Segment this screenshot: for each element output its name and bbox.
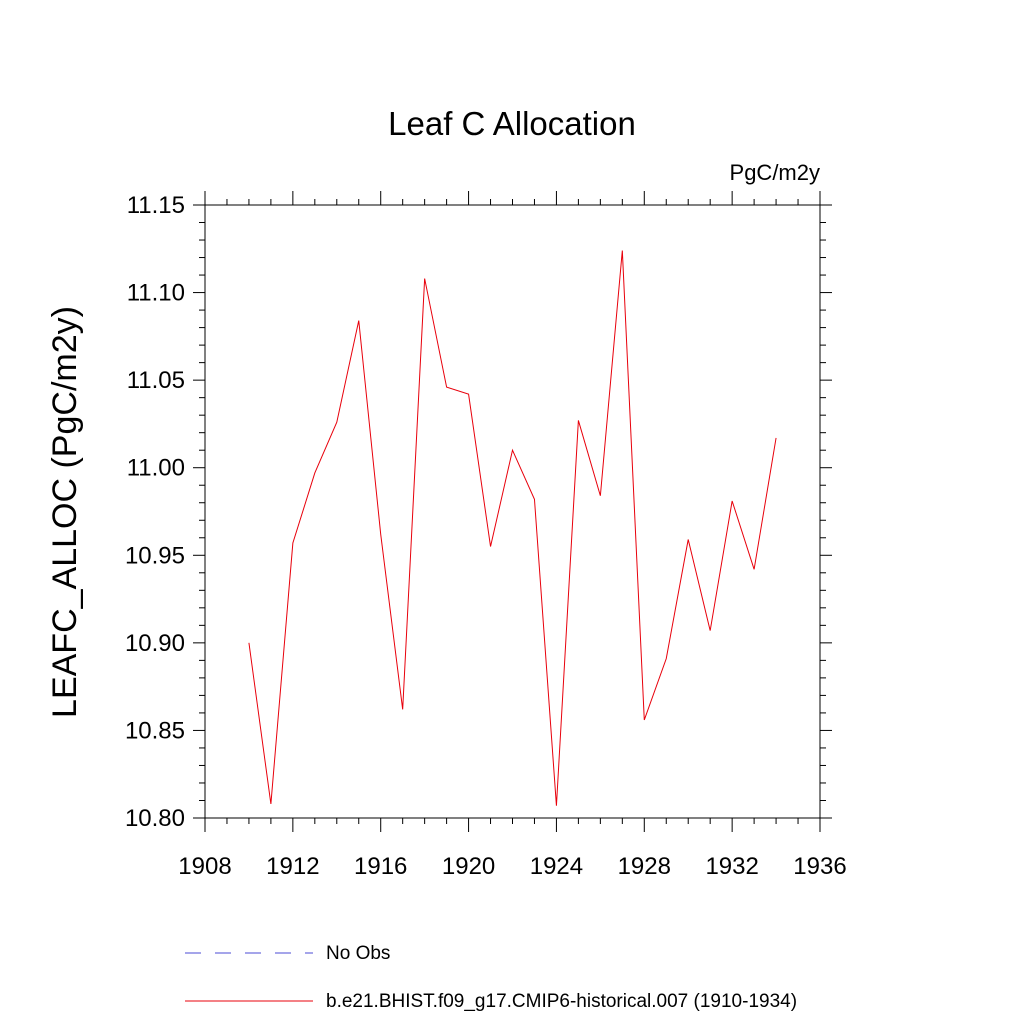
x-tick-label: 1932 bbox=[705, 853, 758, 880]
minor-ticks bbox=[199, 199, 826, 824]
series-layer bbox=[248, 250, 777, 806]
y-tick-label: 10.95 bbox=[125, 542, 185, 569]
y-tick-label: 11.00 bbox=[127, 455, 185, 482]
major-ticks bbox=[193, 191, 832, 832]
x-tick-label: 1908 bbox=[178, 853, 231, 880]
y-tick-labels: 10.80 10.85 10.90 10.95 11.00 11.05 11.10 11.15 bbox=[125, 192, 185, 832]
x-tick-label: 1912 bbox=[266, 853, 319, 880]
y-axis-label: LEAFC_ALLOC (PgC/m2y) bbox=[46, 306, 84, 718]
y-tick-label: 10.90 bbox=[125, 630, 185, 657]
units-label: PgC/m2y bbox=[730, 160, 820, 185]
x-tick-labels: 1908 1912 1916 1920 1924 1928 1932 1936 bbox=[178, 853, 846, 880]
x-tick-label: 1924 bbox=[530, 853, 583, 880]
chart-title: Leaf C Allocation bbox=[388, 105, 636, 142]
x-tick-label: 1936 bbox=[793, 853, 846, 880]
series-line bbox=[248, 250, 777, 806]
y-tick-label: 11.05 bbox=[127, 367, 185, 394]
y-tick-label: 10.85 bbox=[125, 717, 185, 744]
legend: No Obs b.e21.BHIST.f09_g17.CMIP6-histori… bbox=[185, 943, 797, 1012]
x-tick-label: 1928 bbox=[618, 853, 671, 880]
legend-series-label: b.e21.BHIST.f09_g17.CMIP6-historical.007… bbox=[326, 991, 797, 1012]
y-tick-label: 10.80 bbox=[125, 805, 185, 832]
y-tick-label: 11.15 bbox=[127, 192, 185, 219]
x-tick-label: 1916 bbox=[354, 853, 407, 880]
y-tick-label: 11.10 bbox=[127, 280, 185, 307]
legend-no-obs-label: No Obs bbox=[326, 943, 390, 964]
plot-frame bbox=[204, 204, 821, 819]
x-tick-label: 1920 bbox=[442, 853, 495, 880]
